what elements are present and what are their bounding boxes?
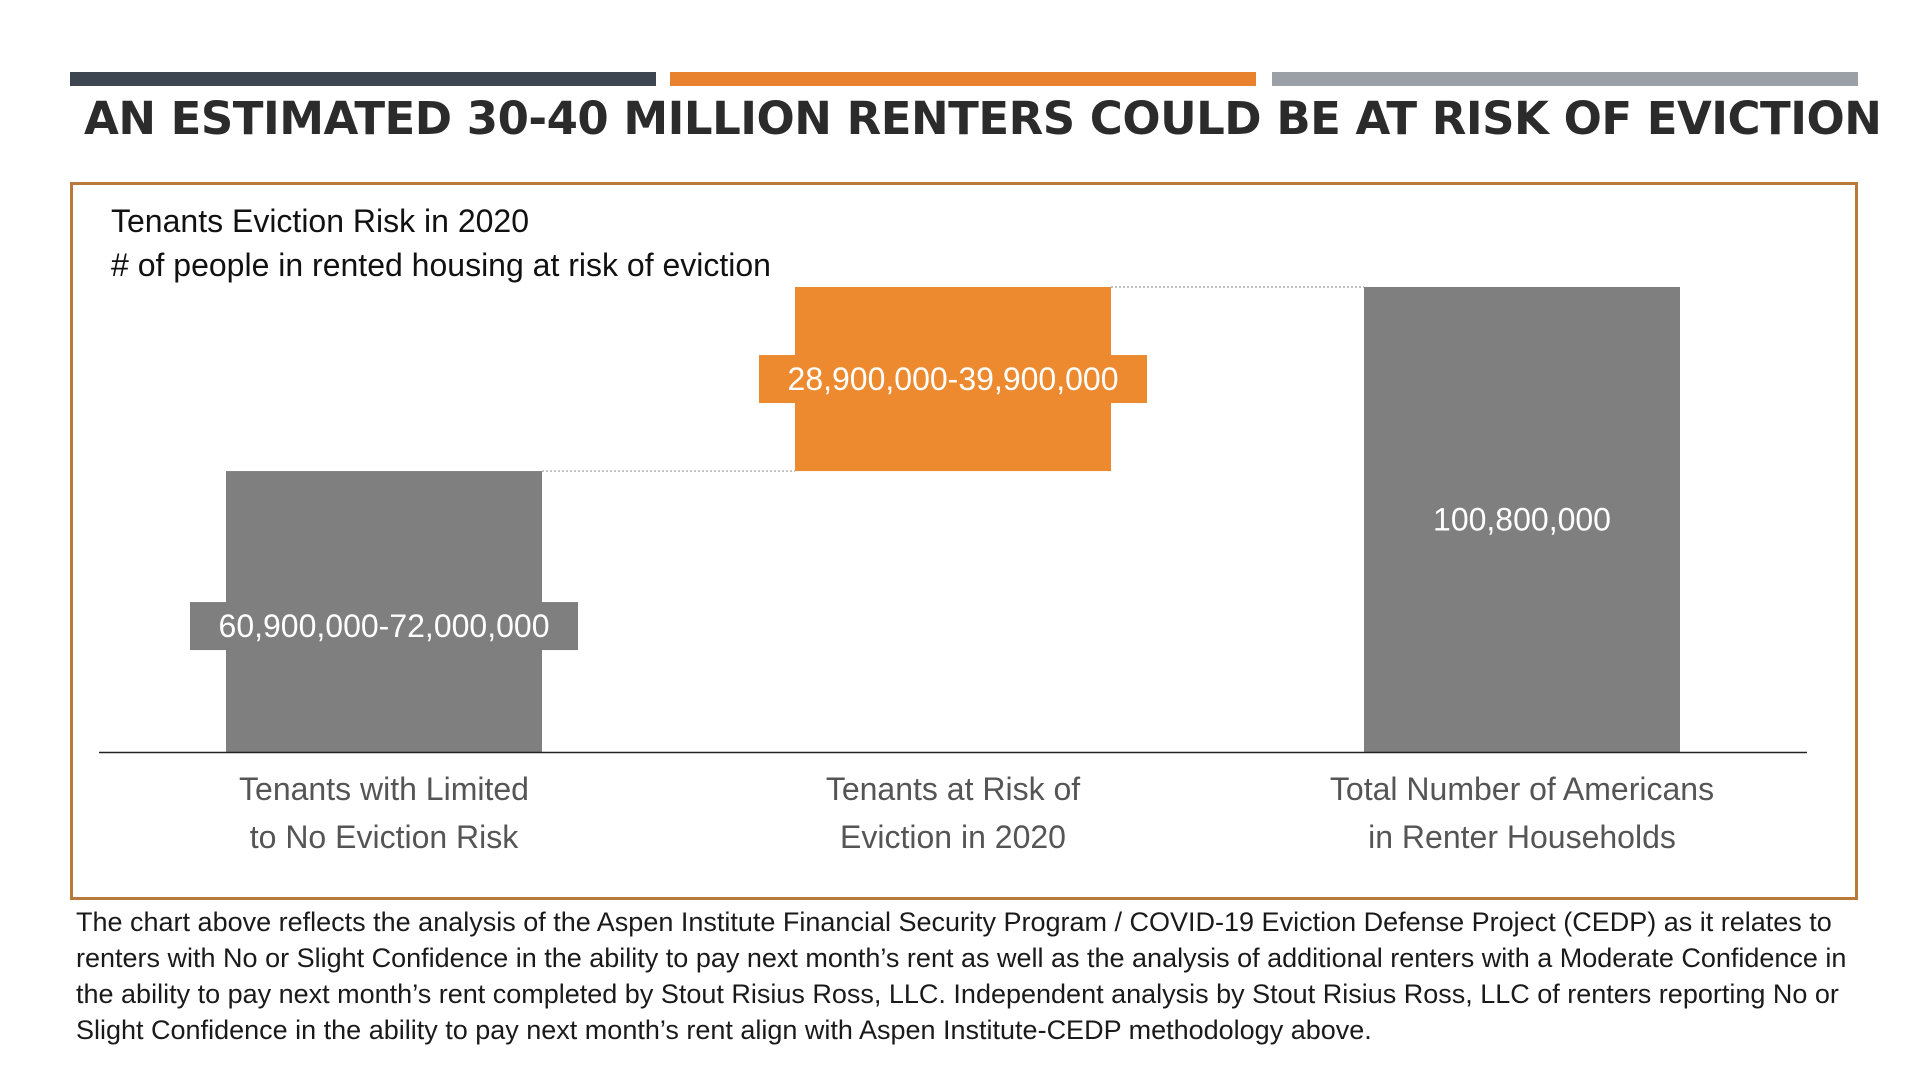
x-tick-label-1-line-1: Tenants with Limited [239,771,529,807]
waterfall-chart: 60,900,000-72,000,000 28,900,000-39,900,0… [99,286,1807,855]
data-label-at-risk-bg [759,355,1147,404]
accent-bar-gray [1272,72,1858,86]
bar-total-renters [1364,287,1680,752]
x-tick-label-3-line-1: Total Number of Americans [1330,771,1714,807]
chart-title: Tenants Eviction Risk in 2020 [111,203,529,239]
data-label-limited-risk-bg [190,602,578,651]
chart-container: Tenants Eviction Risk in 2020 # of peopl… [70,182,1858,900]
footnote: The chart above reflects the analysis of… [76,907,1847,1045]
x-tick-label-2-line-1: Tenants at Risk of [826,771,1080,807]
data-label-limited-risk: 60,900,000-72,000,000 [219,608,550,644]
data-label-total-renters: 100,800,000 [1433,502,1611,538]
x-tick-label-1-line-2: to No Eviction Risk [250,819,520,855]
x-tick-label-2-line-2: Eviction in 2020 [840,819,1066,855]
data-label-at-risk: 28,900,000-39,900,000 [788,361,1119,397]
accent-bar-orange [670,72,1256,86]
accent-bar-dark [70,72,656,86]
chart-subtitle: # of people in rented housing at risk of… [111,247,771,283]
x-tick-label-3-line-2: in Renter Households [1368,819,1676,855]
page-title: AN ESTIMATED 30-40 MILLION RENTERS COULD… [84,92,1882,145]
